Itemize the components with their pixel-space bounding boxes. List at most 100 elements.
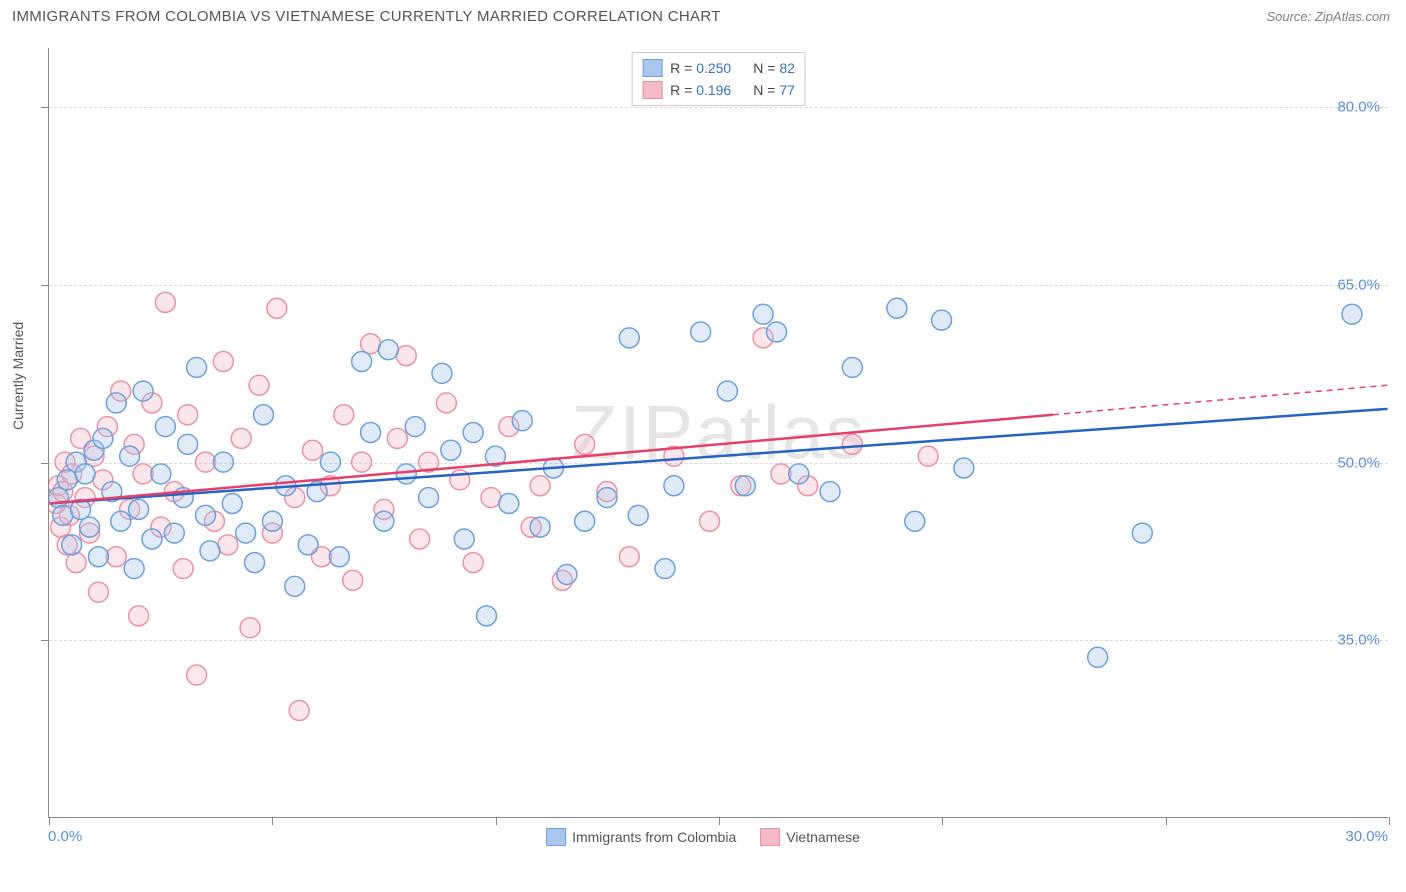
data-point (918, 446, 938, 466)
x-tick (272, 817, 273, 825)
data-point (111, 511, 131, 531)
data-point (129, 499, 149, 519)
data-point (303, 440, 323, 460)
data-point (249, 375, 269, 395)
trend-line (49, 409, 1387, 504)
data-point (200, 541, 220, 561)
data-point (213, 352, 233, 372)
data-point (320, 452, 340, 472)
data-point (410, 529, 430, 549)
data-point (151, 464, 171, 484)
data-point (343, 570, 363, 590)
data-point (396, 346, 416, 366)
data-point (133, 381, 153, 401)
data-point (173, 559, 193, 579)
scatter-plot-svg (49, 48, 1388, 817)
x-axis-max-label: 30.0% (1345, 828, 1388, 845)
data-point (334, 405, 354, 425)
data-point (753, 304, 773, 324)
legend-stats-row-2: R = 0.196 N = 77 (642, 79, 795, 101)
header: IMMIGRANTS FROM COLOMBIA VS VIETNAMESE C… (0, 0, 1406, 25)
data-point (66, 553, 86, 573)
data-point (441, 440, 461, 460)
data-point (432, 363, 452, 383)
data-point (57, 470, 77, 490)
data-point (361, 423, 381, 443)
legend-stats-box: R = 0.250 N = 82 R = 0.196 N = 77 (631, 52, 806, 106)
data-point (557, 564, 577, 584)
data-point (254, 405, 274, 425)
data-point (129, 606, 149, 626)
data-point (133, 464, 153, 484)
data-point (512, 411, 532, 431)
data-point (396, 464, 416, 484)
legend-label-vietnamese: Vietnamese (786, 829, 860, 845)
y-tick (41, 107, 49, 108)
data-point (789, 464, 809, 484)
data-point (222, 493, 242, 513)
y-tick (41, 285, 49, 286)
data-point (378, 340, 398, 360)
data-point (477, 606, 497, 626)
data-point (1132, 523, 1152, 543)
data-point (285, 576, 305, 596)
data-point (236, 523, 256, 543)
data-point (49, 488, 68, 508)
data-point (240, 618, 260, 638)
data-point (361, 334, 381, 354)
data-point (196, 452, 216, 472)
data-point (481, 488, 501, 508)
data-point (120, 446, 140, 466)
data-point (218, 535, 238, 555)
data-point (106, 393, 126, 413)
data-point (419, 488, 439, 508)
data-point (298, 535, 318, 555)
data-point (93, 428, 113, 448)
data-point (213, 452, 233, 472)
data-point (245, 553, 265, 573)
data-point (1088, 647, 1108, 667)
data-point (842, 357, 862, 377)
data-point (499, 493, 519, 513)
x-axis-min-label: 0.0% (48, 828, 82, 845)
data-point (619, 547, 639, 567)
x-tick (49, 817, 50, 825)
data-point (767, 322, 787, 342)
data-point (267, 298, 287, 318)
n-label-2: N = 77 (753, 82, 795, 98)
data-point (178, 434, 198, 454)
data-point (655, 559, 675, 579)
data-point (530, 476, 550, 496)
data-point (691, 322, 711, 342)
x-tick (942, 817, 943, 825)
data-point (88, 582, 108, 602)
data-point (155, 292, 175, 312)
x-tick (1166, 817, 1167, 825)
data-point (106, 547, 126, 567)
chart-area: ZIPatlas R = 0.250 N = 82 R = 0.196 N = … (48, 48, 1388, 818)
data-point (53, 505, 73, 525)
legend-label-colombia: Immigrants from Colombia (572, 829, 736, 845)
y-tick (41, 463, 49, 464)
data-point (352, 352, 372, 372)
data-point (454, 529, 474, 549)
x-tick (1389, 817, 1390, 825)
legend-item-colombia: Immigrants from Colombia (546, 828, 736, 846)
data-point (1342, 304, 1362, 324)
data-point (124, 559, 144, 579)
chart-title: IMMIGRANTS FROM COLOMBIA VS VIETNAMESE C… (12, 8, 721, 25)
legend-swatch-colombia-icon (546, 828, 566, 846)
data-point (289, 701, 309, 721)
data-point (262, 511, 282, 531)
data-point (700, 511, 720, 531)
trend-line-extrapolated (1053, 385, 1388, 415)
data-point (717, 381, 737, 401)
r-label-1: R = 0.250 (670, 60, 731, 76)
legend-swatch-vietnamese (642, 81, 662, 99)
legend-swatch-vietnamese-icon (760, 828, 780, 846)
data-point (374, 511, 394, 531)
data-point (155, 417, 175, 437)
data-point (187, 357, 207, 377)
data-point (842, 434, 862, 454)
source-attribution: Source: ZipAtlas.com (1266, 9, 1390, 24)
